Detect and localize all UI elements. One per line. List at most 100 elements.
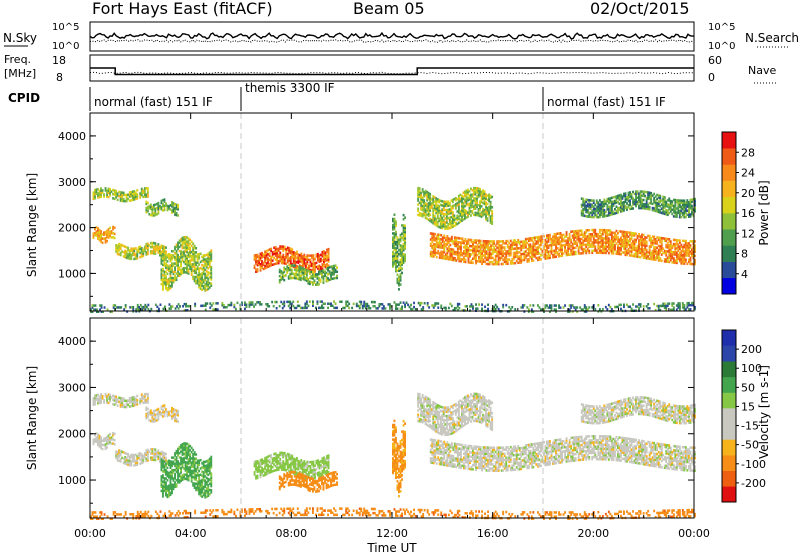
power-echo-cell — [650, 202, 653, 205]
power-echo-cell — [610, 200, 613, 204]
power-echo-cell — [468, 212, 471, 216]
power-echo-cell — [113, 193, 116, 196]
power-echo-cell — [683, 211, 686, 215]
power-echo-cell — [436, 222, 439, 226]
power-echo-cell — [454, 217, 457, 221]
power-echo-cell — [392, 252, 394, 256]
power-echo-cell — [559, 242, 562, 245]
velocity-echo-cell — [100, 397, 102, 400]
power-echo-cell — [438, 211, 441, 214]
power-echo-cell — [488, 214, 490, 217]
power-echo-cell — [207, 279, 210, 282]
power-echo-cell — [678, 239, 681, 242]
power-echo-cell — [665, 209, 668, 212]
power-echo-cell — [650, 255, 653, 259]
power-echo-cell — [543, 255, 545, 258]
power-echo-cell — [301, 306, 304, 310]
power-echo-cell — [325, 277, 328, 281]
power-echo-cell — [166, 289, 169, 292]
power-echo-cell — [654, 250, 657, 253]
power-echo-cell — [648, 234, 651, 238]
power-echo-cell — [395, 220, 397, 223]
power-echo-cell — [677, 304, 680, 307]
power-echo-cell — [485, 250, 488, 253]
power-echo-cell — [588, 213, 591, 216]
power-echo-cell — [432, 217, 435, 221]
power-echo-cell — [312, 271, 314, 274]
power-echo-cell — [178, 239, 181, 242]
power-echo-cell — [420, 200, 423, 203]
power-echo-cell — [647, 207, 650, 211]
power-echo-cell — [574, 250, 577, 254]
power-echo-cell — [612, 248, 615, 251]
power-echo-cell — [190, 250, 193, 254]
power-echo-cell — [591, 243, 594, 246]
power-echo-cell — [109, 194, 111, 197]
power-echo-cell — [614, 237, 616, 241]
power-echo-cell — [160, 278, 163, 282]
power-echo-cell — [160, 282, 163, 286]
power-echo-cell — [293, 276, 296, 280]
power-echo-cell — [289, 251, 292, 255]
power-echo-cell — [541, 251, 544, 255]
power-echo-cell — [573, 252, 576, 256]
power-echo-cell — [573, 242, 576, 245]
power-echo-cell — [633, 244, 636, 248]
power-echo-cell — [617, 236, 619, 239]
power-echo-cell — [462, 212, 465, 215]
power-echo-cell — [261, 266, 263, 269]
power-echo-cell — [195, 247, 198, 250]
power-echo-cell — [145, 211, 148, 214]
power-echo-cell — [497, 307, 500, 311]
power-echo-cell — [648, 191, 651, 195]
power-echo-cell — [317, 252, 319, 256]
power-echo-cell — [294, 260, 297, 263]
power-echo-cell — [154, 248, 157, 251]
power-echo-cell — [480, 194, 483, 198]
power-echo-cell — [598, 228, 601, 232]
power-echo-cell — [151, 210, 154, 213]
power-echo-cell — [482, 244, 485, 247]
power-echo-cell — [172, 262, 175, 265]
power-echo-cell — [678, 255, 681, 259]
power-echo-cell — [434, 253, 437, 256]
power-echo-cell — [450, 256, 453, 259]
power-echo-cell — [659, 251, 662, 254]
power-echo-cell — [439, 203, 442, 207]
power-echo-cell — [455, 259, 458, 262]
power-echo-cell — [104, 187, 107, 190]
power-echo-cell — [488, 242, 491, 245]
power-echo-cell — [171, 256, 173, 259]
power-echo-cell — [142, 250, 145, 253]
velocity-echo-cell — [130, 464, 133, 467]
power-echo-cell — [103, 237, 105, 241]
power-echo-cell — [205, 253, 208, 257]
power-echo-cell — [178, 256, 181, 259]
power-echo-cell — [526, 237, 529, 241]
power-echo-cell — [692, 301, 695, 305]
power-echo-cell — [517, 240, 520, 244]
power-echo-cell — [663, 260, 666, 263]
power-echo-cell — [629, 305, 631, 308]
power-echo-cell — [485, 218, 487, 221]
power-echo-cell — [527, 251, 530, 255]
power-echo-cell — [473, 241, 476, 244]
power-echo-cell — [434, 302, 437, 305]
power-echo-cell — [461, 196, 463, 200]
power-echo-cell — [399, 238, 402, 241]
power-echo-cell — [202, 278, 205, 282]
power-echo-cell — [603, 245, 606, 248]
power-echo-cell — [669, 248, 672, 252]
power-echo-cell — [654, 309, 657, 312]
power-echo-cell — [692, 198, 695, 201]
power-echo-cell — [198, 279, 201, 283]
power-echo-cell — [452, 240, 455, 243]
power-echo-cell — [299, 276, 302, 280]
power-echo-cell — [621, 209, 624, 213]
power-echo-cell — [446, 251, 449, 254]
power-echo-cell — [618, 238, 621, 241]
power-echo-cell — [648, 193, 651, 197]
power-echo-cell — [588, 205, 591, 208]
power-echo-cell — [304, 302, 307, 305]
power-echo-cell — [480, 192, 483, 196]
